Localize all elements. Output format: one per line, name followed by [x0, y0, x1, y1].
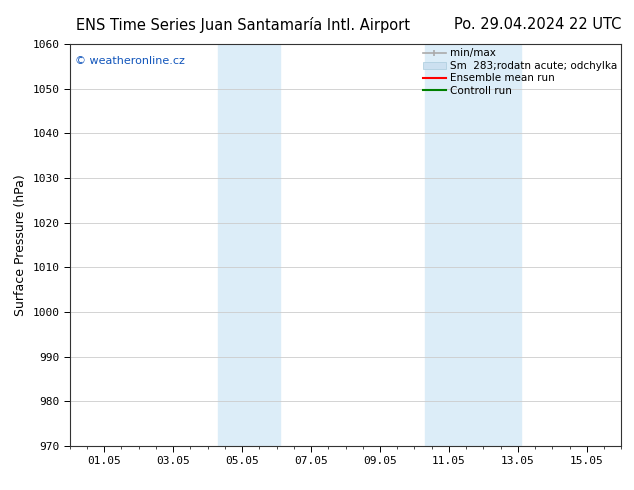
- Text: © weatheronline.cz: © weatheronline.cz: [75, 56, 185, 66]
- Bar: [425, 44, 521, 446]
- Legend: min/max, Sm  283;rodatn acute; odchylka, Ensemble mean run, Controll run: min/max, Sm 283;rodatn acute; odchylka, …: [418, 44, 621, 100]
- Text: Po. 29.04.2024 22 UTC: Po. 29.04.2024 22 UTC: [454, 17, 621, 32]
- Y-axis label: Surface Pressure (hPa): Surface Pressure (hPa): [14, 174, 27, 316]
- Text: ENS Time Series Juan Santamaría Intl. Airport: ENS Time Series Juan Santamaría Intl. Ai…: [76, 17, 410, 33]
- Bar: [218, 44, 280, 446]
